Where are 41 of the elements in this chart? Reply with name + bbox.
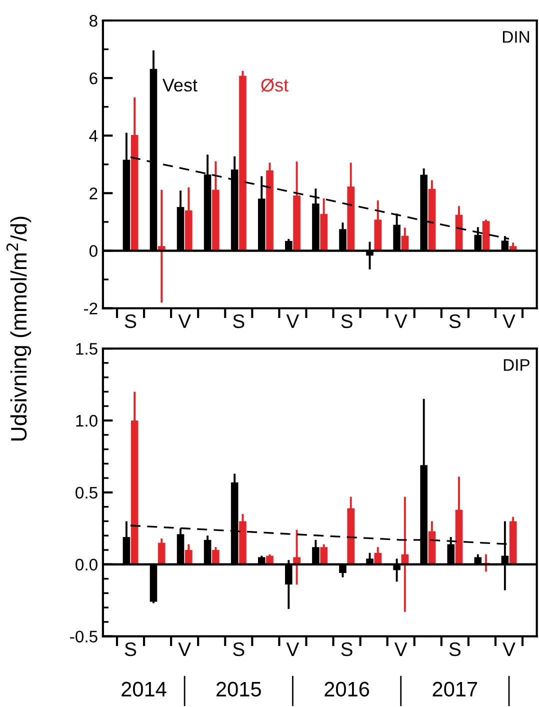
text: 2015: [216, 682, 261, 697]
x-tick-label: S: [449, 642, 461, 656]
y-tick-label: 1.0: [76, 414, 98, 427]
bar: [212, 550, 220, 564]
y-axis-title: Udsivning (mmol/m$^{2}$/d): [6, 216, 32, 440]
x-tick-label: S: [341, 314, 352, 328]
x-tick-label: V: [502, 314, 516, 328]
y-tick-label: 1.5: [76, 343, 98, 355]
bar: [482, 221, 490, 251]
bar: [509, 521, 517, 564]
series-label: Øst: [261, 78, 288, 92]
x-tick-label: V: [286, 642, 300, 656]
x-tick-label: V: [286, 314, 300, 328]
text: 2014: [122, 682, 166, 697]
y-tick-label: 2: [90, 188, 98, 200]
x-tick-label: V: [178, 314, 191, 328]
x-tick-label: V: [394, 314, 408, 328]
x-tick-label: S: [124, 642, 136, 656]
x-tick-label: S: [124, 314, 136, 328]
x-tick-label: V: [502, 642, 516, 656]
x-tick-label: S: [233, 314, 244, 328]
text: 2016: [324, 682, 370, 697]
x-tick-label: V: [394, 642, 408, 656]
y-tick-label: 4: [89, 130, 98, 142]
series-label: Vest: [162, 78, 198, 92]
text: 2017: [432, 682, 478, 697]
y-tick-label: -0.5: [70, 630, 98, 643]
bar: [158, 542, 166, 564]
x-tick-label: S: [233, 642, 244, 656]
x-tick-label: V: [178, 642, 191, 656]
chart-title: DIN: [503, 31, 529, 43]
x-tick-label: S: [449, 314, 461, 328]
y-tick-label: 0: [89, 245, 98, 257]
y-tick-label: 8: [90, 14, 98, 27]
chart-title: DIP: [504, 359, 530, 371]
bar: [320, 547, 328, 564]
y-tick-label: 0.5: [76, 486, 98, 499]
x-tick-label: S: [341, 642, 352, 656]
y-tick-label: 0.0: [76, 558, 98, 571]
y-tick-label: -2: [84, 302, 98, 314]
y-tick-label: 6: [90, 72, 98, 84]
